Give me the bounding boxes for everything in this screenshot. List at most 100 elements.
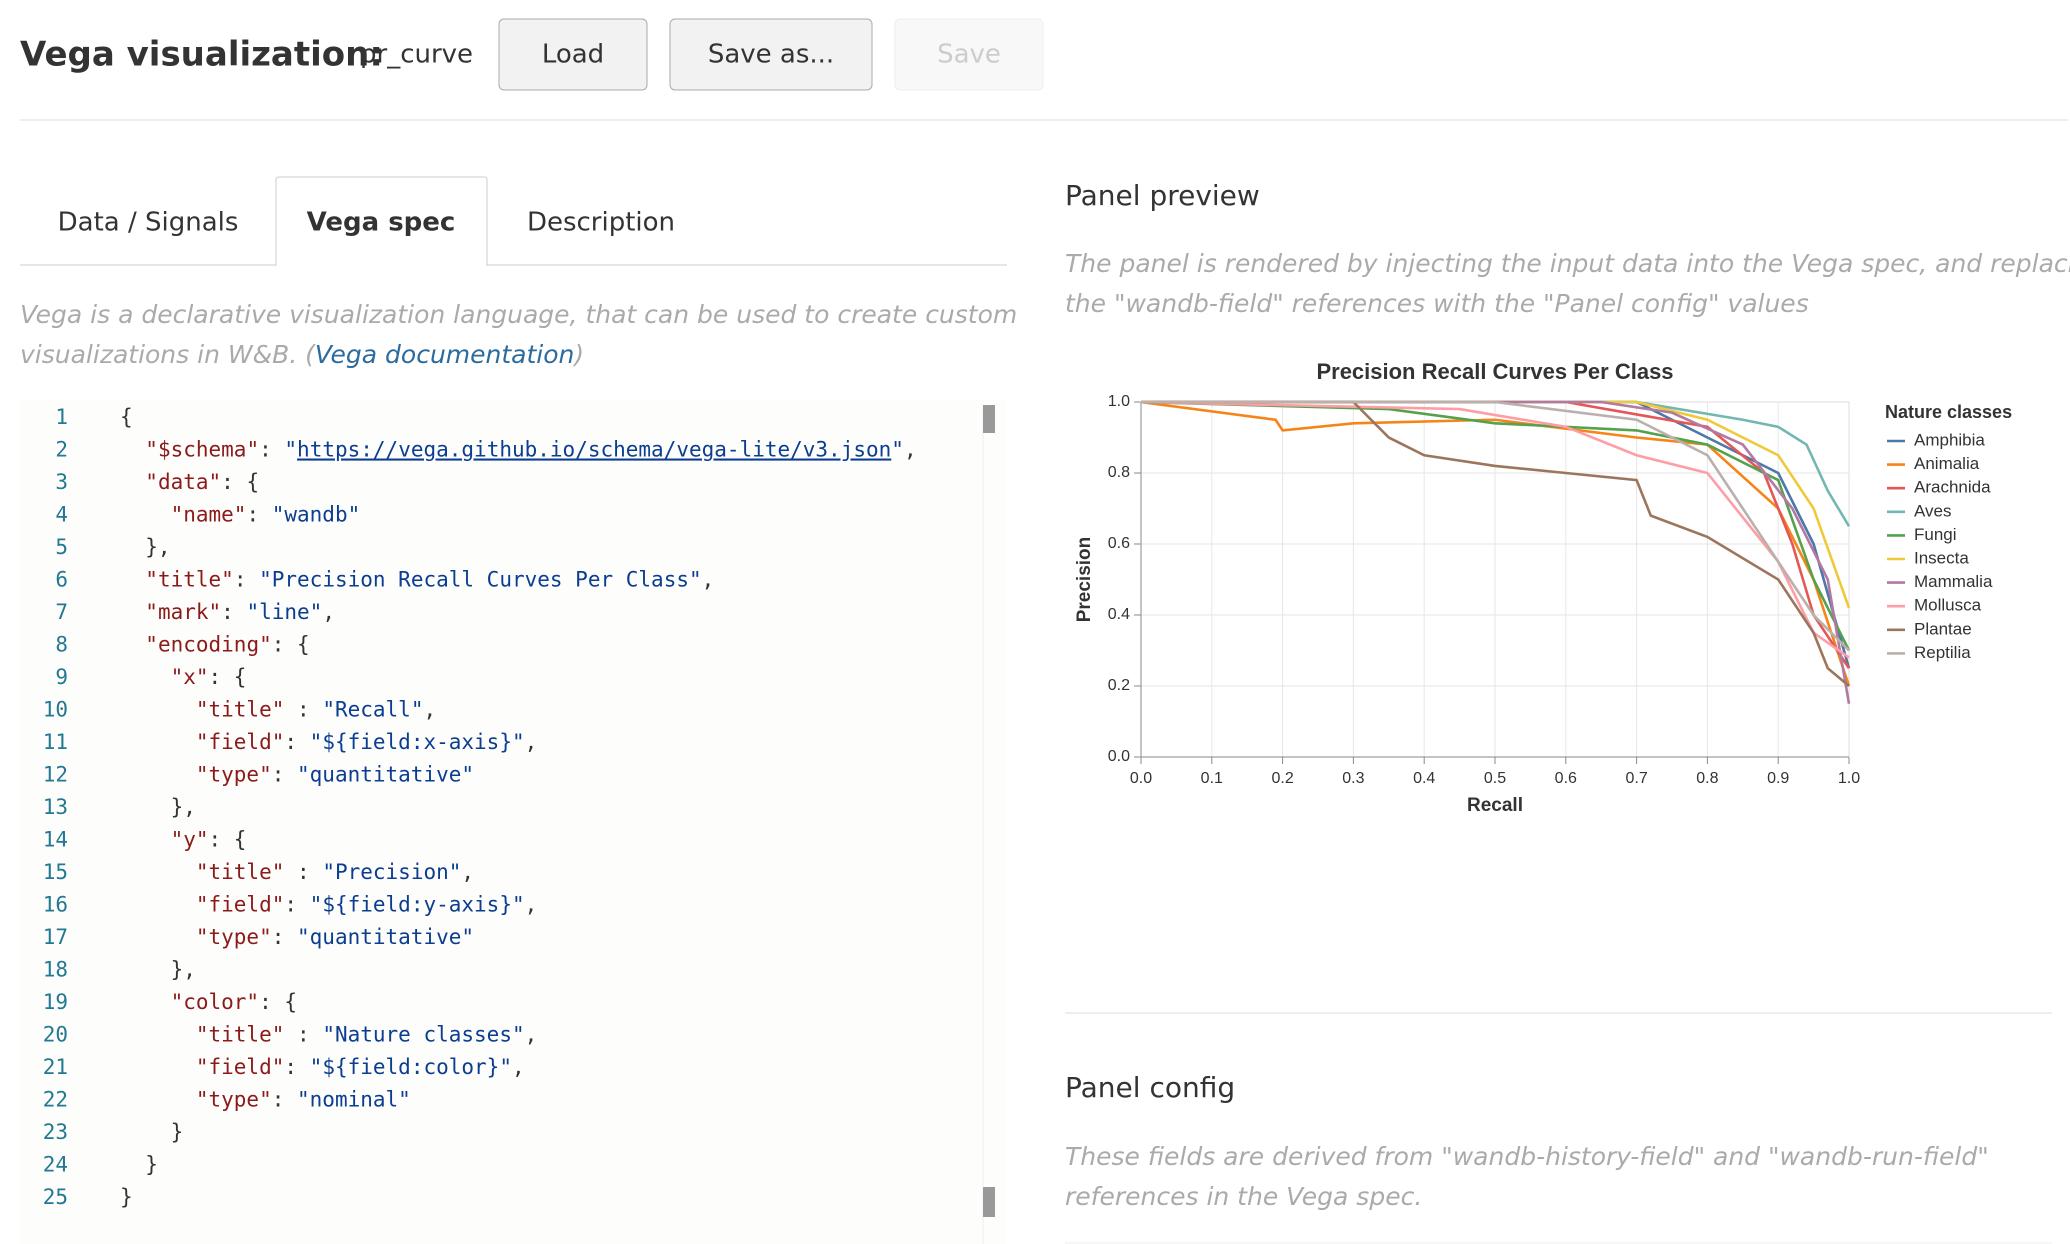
code-line: "title" : "Recall", — [120, 698, 436, 722]
page-title: Vega visualization: — [20, 35, 383, 75]
code-line: "type": "quantitative" — [120, 925, 474, 949]
y-tick-label: 0.0 — [1108, 748, 1130, 765]
line-number: 15 — [43, 860, 68, 884]
y-tick-label: 0.2 — [1108, 677, 1130, 694]
x-tick-label: 0.7 — [1625, 770, 1647, 787]
line-number: 18 — [43, 958, 68, 982]
line-number: 20 — [43, 1023, 68, 1047]
line-number: 25 — [43, 1185, 68, 1209]
description: Vega is a declarative visualization lang… — [20, 300, 1017, 329]
x-tick-label: 0.1 — [1201, 770, 1223, 787]
x-tick-label: 0.9 — [1767, 770, 1789, 787]
line-number: 10 — [43, 698, 68, 722]
x-tick-label: 0.5 — [1484, 770, 1506, 787]
config-description: references in the Vega spec. — [1065, 1182, 1422, 1211]
legend-label: Arachnida — [1914, 478, 1991, 497]
line-number: 22 — [43, 1088, 68, 1112]
line-number: 13 — [43, 795, 68, 819]
save-as-button[interactable] — [669, 18, 873, 91]
x-tick-label: 0.0 — [1130, 770, 1152, 787]
code-line: "field": "${field:x-axis}", — [120, 730, 537, 754]
legend-title: Nature classes — [1885, 402, 2012, 422]
code-line: "encoding": { — [120, 633, 310, 657]
tab[interactable]: Data / Signals — [58, 208, 239, 238]
code-line: }, — [120, 958, 196, 982]
tab[interactable]: Vega spec — [307, 208, 456, 238]
line-number: 21 — [43, 1055, 68, 1079]
legend-label: Plantae — [1914, 619, 1972, 638]
code-line: { — [120, 405, 133, 429]
save-as-label: Save as... — [708, 40, 834, 70]
code-editor — [20, 400, 1005, 1244]
tab[interactable]: Description — [527, 208, 675, 238]
line-number: 12 — [43, 763, 68, 787]
code-line: "title" : "Nature classes", — [120, 1023, 537, 1047]
legend-label: Insecta — [1914, 548, 1969, 567]
code-line: "field": "${field:color}", — [120, 1055, 525, 1079]
code-line: "y": { — [120, 828, 246, 852]
viz-name: pr_curve — [360, 40, 473, 70]
line-number: 2 — [55, 438, 68, 462]
legend-label: Animalia — [1914, 454, 1980, 473]
code-line: "field": "${field:y-axis}", — [120, 893, 537, 917]
y-tick-label: 1.0 — [1108, 393, 1130, 410]
line-number: 1 — [55, 405, 68, 429]
code-line: "name": "wandb" — [120, 503, 360, 527]
code-line: "type": "nominal" — [120, 1088, 411, 1112]
code-line: "title" : "Precision", — [120, 860, 474, 884]
code-line: "title": "Precision Recall Curves Per Cl… — [120, 568, 714, 592]
line-number: 5 — [55, 535, 68, 559]
series-line — [1141, 400, 1851, 704]
save-label: Save — [937, 40, 1001, 70]
legend-label: Reptilia — [1914, 643, 1971, 662]
legend-label: Amphibia — [1914, 430, 1985, 449]
x-axis-title: Recall — [1467, 795, 1523, 816]
line-number: 6 — [55, 568, 68, 592]
legend-label: Fungi — [1914, 525, 1957, 544]
legend-label: Mammalia — [1914, 572, 1993, 591]
x-tick-label: 0.4 — [1413, 770, 1435, 787]
y-tick-label: 0.8 — [1108, 464, 1130, 481]
code-line: } — [120, 1185, 133, 1209]
series-line — [1141, 400, 1850, 652]
doc-link[interactable]: Vega documentation — [315, 340, 575, 369]
line-number: 14 — [43, 828, 68, 852]
code-line: } — [120, 1120, 183, 1144]
preview-description: The panel is rendered by injecting the i… — [1065, 249, 2070, 278]
description-text: ) — [572, 340, 584, 369]
code-line: "x": { — [120, 665, 246, 689]
series-line — [1140, 400, 1851, 687]
line-number: 9 — [55, 665, 68, 689]
load-button[interactable] — [498, 18, 648, 91]
scroll-handle — [983, 1187, 995, 1217]
line-number: 7 — [55, 600, 68, 624]
code-line: "type": "quantitative" — [120, 763, 474, 787]
line-number: 8 — [55, 633, 68, 657]
line-number: 17 — [43, 925, 68, 949]
chart-title: Precision Recall Curves Per Class — [1316, 359, 1673, 384]
line-number: 16 — [43, 893, 68, 917]
code-line: } — [120, 1153, 158, 1177]
description: visualizations in W&B. (Vega documentati… — [20, 340, 584, 369]
x-tick-label: 0.6 — [1555, 770, 1577, 787]
y-tick-label: 0.6 — [1108, 535, 1130, 552]
line-number: 4 — [55, 503, 68, 527]
section-title: Panel config — [1065, 1071, 1235, 1104]
x-tick-label: 0.8 — [1696, 770, 1718, 787]
line-number: 11 — [43, 730, 68, 754]
save-button[interactable] — [894, 18, 1044, 91]
legend-label: Mollusca — [1914, 596, 1982, 615]
x-tick-label: 0.2 — [1271, 770, 1293, 787]
legend-label: Aves — [1914, 501, 1952, 520]
y-axis-title: Precision — [1074, 537, 1095, 623]
description-text: visualizations in W&B. ( — [20, 340, 316, 369]
x-tick-label: 1.0 — [1838, 770, 1860, 787]
line-number: 19 — [43, 990, 68, 1014]
series-line — [1141, 400, 1850, 687]
series-line — [1140, 400, 1850, 659]
config-description: These fields are derived from "wandb-his… — [1065, 1142, 1989, 1171]
line-number: 3 — [55, 470, 68, 494]
tab-gap — [277, 262, 486, 267]
scroll-handle — [983, 405, 995, 433]
